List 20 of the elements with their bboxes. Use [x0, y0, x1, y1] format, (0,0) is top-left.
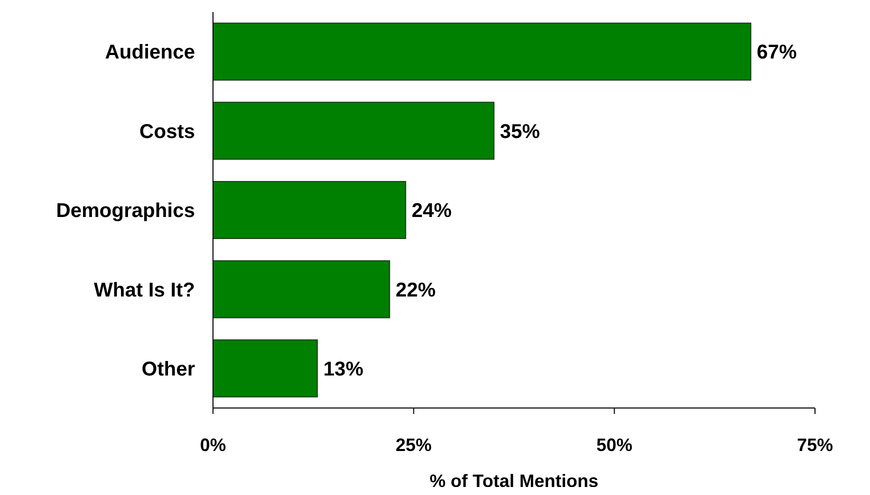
x-tick-label: 25% [396, 434, 432, 455]
bar [213, 22, 752, 81]
x-tick-label: 50% [596, 434, 632, 455]
y-tick-label: Audience [104, 42, 195, 64]
y-tick-label: What Is It? [94, 279, 195, 302]
x-tick-label: 0% [200, 434, 226, 455]
bar [213, 180, 406, 239]
data-label: 67% [756, 42, 798, 64]
data-label: 22% [396, 279, 436, 302]
data-label: 35% [500, 120, 540, 143]
bar [213, 260, 390, 318]
data-label: 13% [323, 358, 364, 380]
y-tick-label: Costs [139, 120, 195, 143]
bar [213, 102, 494, 160]
bar [213, 339, 318, 398]
y-tick-label: Other [142, 358, 196, 380]
x-axis-title: % of Total Mentions [430, 471, 598, 491]
data-label: 24% [412, 200, 452, 222]
x-tick-label: 75% [796, 434, 834, 455]
y-tick-label: Demographics [56, 200, 195, 222]
